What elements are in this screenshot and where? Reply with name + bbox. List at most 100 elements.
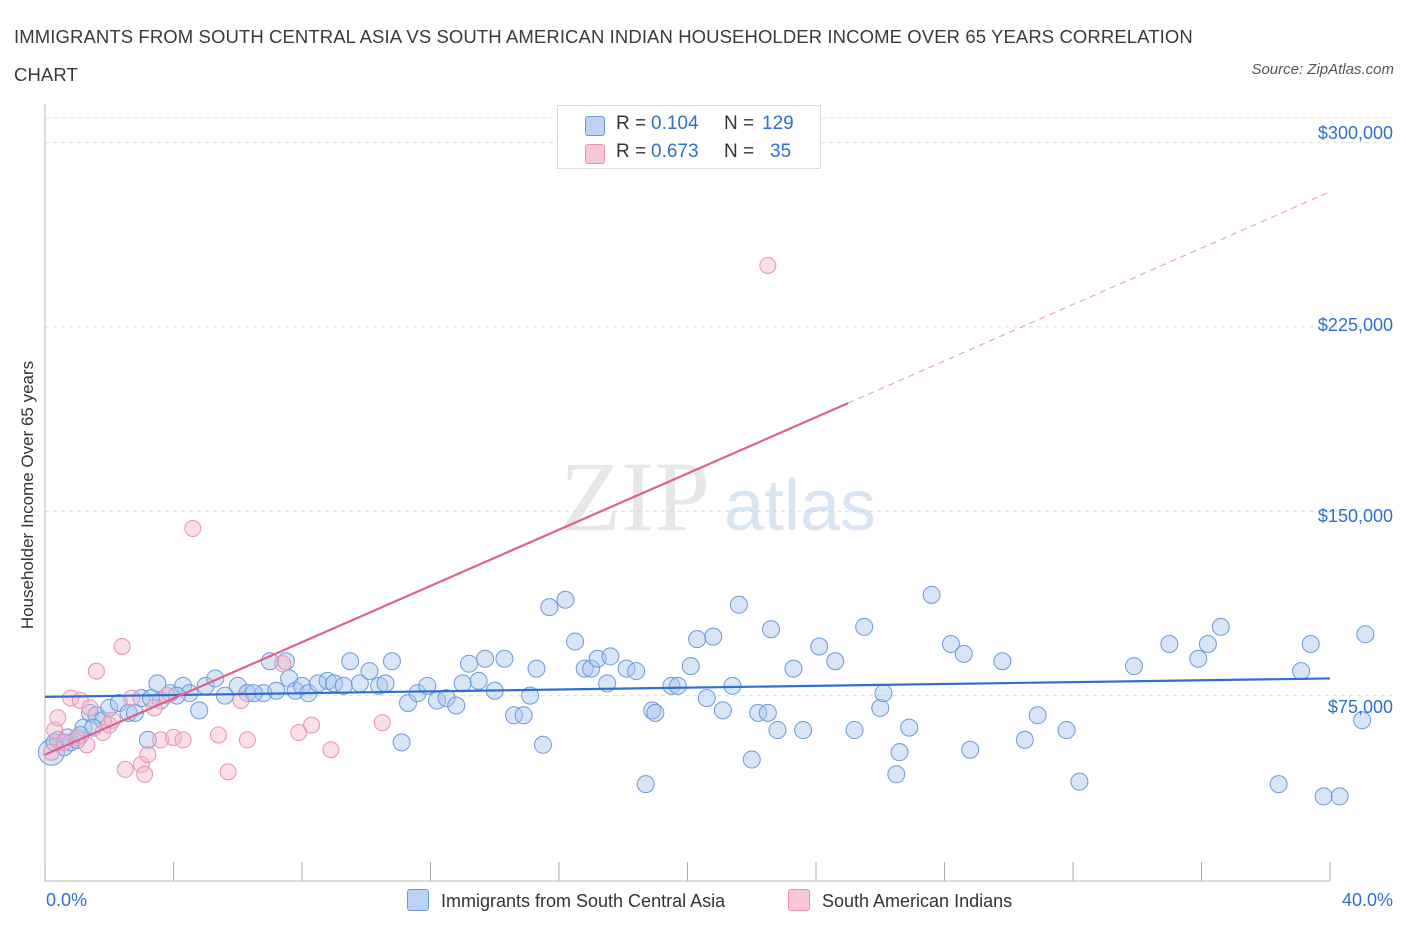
data-point-blue (267, 681, 286, 700)
data-point-pink (165, 728, 182, 746)
x-tick-label: 0.0% (46, 890, 88, 910)
data-point-blue (662, 676, 681, 695)
data-point-pink (113, 637, 131, 655)
data-point-blue (688, 630, 707, 649)
data-point-blue (636, 775, 655, 794)
data-point-pink (116, 760, 134, 778)
data-point-blue (469, 671, 488, 690)
data-point-blue (566, 632, 585, 651)
data-point-pink (123, 689, 141, 707)
data-point-blue (887, 765, 906, 784)
data-point-blue (1211, 617, 1230, 636)
legend-label: Immigrants from South Central Asia (441, 891, 726, 911)
data-point-blue (408, 684, 427, 703)
series-south-american-indians (42, 256, 777, 783)
watermark-atlas: atlas (724, 466, 876, 546)
legend-item-pink: South American Indians (788, 889, 1012, 912)
data-point-blue (1028, 706, 1047, 725)
data-point-blue (460, 654, 479, 673)
data-point-pink (152, 731, 170, 749)
data-point-blue (768, 721, 787, 740)
data-point-blue (762, 620, 781, 639)
data-point-blue (729, 595, 748, 614)
data-point-blue (1015, 730, 1034, 749)
data-point-blue (1301, 635, 1320, 654)
data-point-blue (495, 649, 514, 668)
series-immigrants-south-central-asia (37, 585, 1375, 806)
data-point-blue (582, 659, 601, 678)
legend-label: South American Indians (822, 891, 1013, 911)
data-point-pink (81, 699, 99, 717)
data-point-blue (1330, 787, 1349, 806)
data-point-blue (900, 718, 919, 737)
data-point-blue (514, 706, 533, 725)
data-point-blue (922, 585, 941, 604)
legend-swatch-pink (788, 889, 810, 911)
source-credit: Source: ZipAtlas.com (1251, 61, 1394, 78)
legend-swatch-blue (407, 889, 429, 911)
data-point-pink (303, 716, 321, 734)
data-point-blue (1292, 662, 1311, 681)
chart-title: IMMIGRANTS FROM SOUTH CENTRAL ASIA VS SO… (14, 26, 1193, 85)
data-point-blue (293, 676, 311, 695)
data-point-blue (1057, 721, 1076, 740)
data-point-blue (601, 647, 620, 666)
data-point-blue (845, 721, 864, 740)
data-point-blue (376, 674, 395, 693)
r-value: 0.673 (651, 141, 699, 162)
r-label: R = (616, 113, 647, 134)
data-point-blue (742, 750, 761, 769)
data-point-pink (219, 763, 237, 781)
data-point-blue (668, 676, 687, 695)
pink-swatch (585, 144, 605, 164)
data-point-blue (1198, 635, 1217, 654)
axes (44, 104, 1331, 882)
data-point-blue (527, 659, 546, 678)
data-point-blue (794, 721, 813, 740)
data-point-blue (874, 684, 893, 703)
data-point-pink (290, 724, 308, 742)
data-point-pink (139, 746, 157, 764)
correlation-stats-box: R = 0.104 N = 129 R = 0.673 N = 35 (557, 105, 821, 169)
data-point-blue (1160, 635, 1179, 654)
data-point-blue (437, 689, 456, 708)
data-point-blue (826, 652, 845, 671)
data-point-blue (1314, 787, 1333, 806)
blue-swatch (585, 116, 605, 136)
data-point-pink (274, 655, 292, 673)
data-point-blue (533, 735, 552, 754)
data-point-blue (1356, 625, 1375, 644)
y-tick-label: $225,000 (1317, 315, 1393, 335)
data-point-pink (322, 741, 340, 759)
n-value: 129 (762, 113, 794, 134)
data-point-pink (209, 726, 227, 744)
data-point-blue (643, 701, 662, 720)
y-tick-label: $75,000 (1327, 697, 1393, 717)
data-point-pink (174, 731, 192, 749)
trend-line-blue (44, 677, 1331, 698)
data-point-blue (681, 657, 700, 676)
trend-line-pink (44, 402, 849, 756)
data-point-blue (749, 703, 768, 722)
data-point-blue (215, 686, 234, 705)
y-tick-label: $300,000 (1317, 123, 1393, 143)
data-point-pink (373, 714, 391, 732)
grid-lines (45, 117, 1395, 697)
data-point-blue (758, 703, 777, 722)
data-point-blue (1269, 775, 1288, 794)
watermark: ZIP atlas (560, 441, 876, 552)
data-point-blue (704, 627, 723, 646)
data-point-blue (360, 662, 379, 681)
data-point-blue (598, 674, 617, 693)
data-point-blue (476, 649, 495, 668)
data-point-blue (723, 676, 742, 695)
data-point-blue (890, 743, 909, 762)
data-point-pink (238, 731, 256, 749)
data-point-blue (941, 635, 960, 654)
data-point-blue (521, 686, 540, 705)
y-axis-label: Householder Income Over 65 years (18, 360, 37, 630)
data-point-blue (697, 689, 716, 708)
n-label: N = (724, 113, 755, 134)
data-point-blue (447, 696, 466, 715)
